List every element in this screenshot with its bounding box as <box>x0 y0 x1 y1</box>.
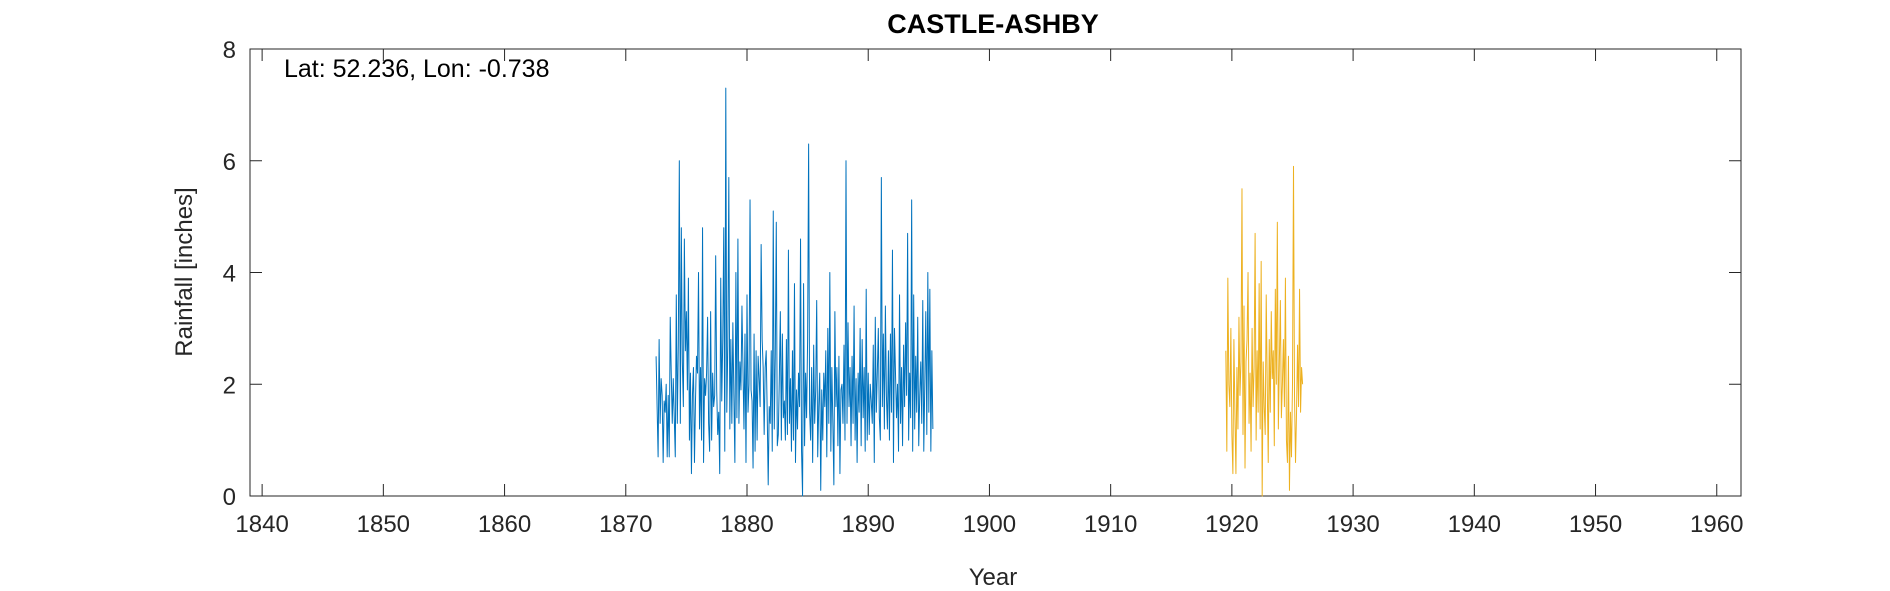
series-line-2 <box>1225 165 1304 497</box>
x-axis-label: Year <box>969 564 1018 591</box>
y-tick-label: 0 <box>223 484 236 511</box>
x-tick-label: 1900 <box>963 511 1016 538</box>
y-axis-label: Rainfall [inches] <box>171 187 198 356</box>
x-tick-label: 1910 <box>1084 511 1137 538</box>
x-tick-label: 1930 <box>1326 511 1379 538</box>
x-tick-label: 1880 <box>720 511 773 538</box>
plot-box <box>249 48 1742 497</box>
axis-ticks: 1840 1850 1860 1870 1880 1890 1900 1910 1920 1930… <box>223 37 1744 538</box>
x-tick-label: 1850 <box>357 511 410 538</box>
x-tick-label: 1940 <box>1448 511 1501 538</box>
x-tick-label: 1890 <box>842 511 895 538</box>
series-line-1 <box>655 87 934 497</box>
x-tick-label: 1840 <box>235 511 288 538</box>
coordinates-annotation: Lat: 52.236, Lon: -0.738 <box>284 55 550 83</box>
x-tick-label: 1920 <box>1205 511 1258 538</box>
x-tick-label: 1870 <box>599 511 652 538</box>
y-tick-label: 6 <box>223 149 236 176</box>
chart-title: CASTLE-ASHBY <box>887 9 1099 39</box>
data-series <box>655 87 1304 497</box>
x-tick-label: 1860 <box>478 511 531 538</box>
y-tick-label: 8 <box>223 37 236 64</box>
y-tick-label: 2 <box>223 372 236 399</box>
x-tick-label: 1960 <box>1690 511 1743 538</box>
x-tick-label: 1950 <box>1569 511 1622 538</box>
y-tick-label: 4 <box>223 261 236 288</box>
